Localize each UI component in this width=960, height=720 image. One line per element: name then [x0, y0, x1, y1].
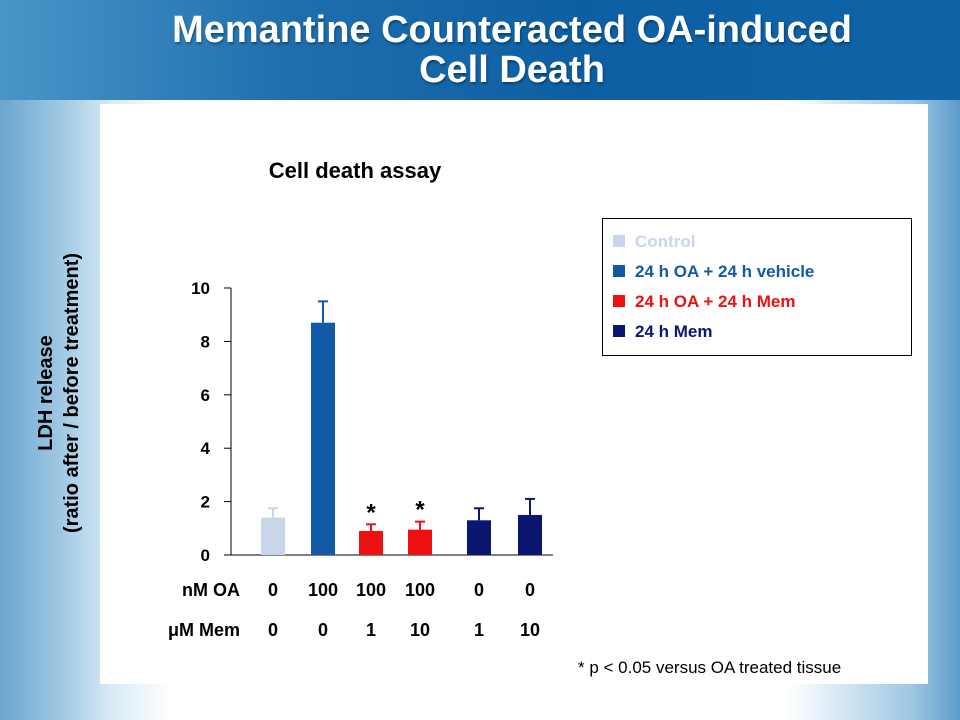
x-row-value: 0	[268, 620, 278, 640]
significance-mark: *	[366, 499, 376, 526]
bar	[408, 529, 432, 555]
x-row-value: 1	[366, 620, 376, 640]
x-row-value: 1	[474, 620, 484, 640]
slide-title: Memantine Counteracted OA-induced Cell D…	[0, 10, 960, 90]
y-tick-label: 10	[191, 279, 210, 298]
bar	[518, 514, 542, 555]
x-row-value: 0	[318, 620, 328, 640]
slide-title-line1: Memantine Counteracted OA-induced	[172, 9, 852, 51]
x-row-value: 0	[268, 580, 278, 600]
significance-footnote: * p < 0.05 versus OA treated tissue	[578, 658, 842, 677]
y-tick-label: 0	[201, 546, 210, 565]
x-row-value: 100	[308, 580, 338, 600]
x-row-value: 100	[356, 580, 386, 600]
legend-label: 24 h OA + 24 h vehicle	[635, 262, 815, 281]
legend-item-oa-vehicle: 24 h OA + 24 h vehicle	[613, 261, 814, 283]
x-row-value: 10	[410, 620, 430, 640]
y-axis-title: LDH release (ratio after / before treatme…	[35, 253, 83, 533]
y-axis-title-line1: LDH release	[35, 335, 57, 451]
legend-label: 24 h Mem	[635, 322, 713, 341]
legend-label: Control	[635, 232, 696, 251]
y-tick-label: 6	[201, 386, 210, 405]
legend-item-oa-mem: 24 h OA + 24 h Mem	[613, 291, 795, 313]
x-row-value: 0	[474, 580, 484, 600]
x-row-value: 100	[405, 580, 435, 600]
y-tick-label: 2	[201, 493, 210, 512]
legend-item-control: Control	[613, 231, 695, 253]
slide-title-line2: Cell Death	[419, 49, 605, 91]
chart-title: Cell death assay	[269, 158, 442, 183]
bar	[311, 322, 335, 555]
x-row-value: 10	[520, 620, 540, 640]
legend-swatch	[613, 324, 625, 337]
y-axis-title-line2: (ratio after / before treatment)	[61, 253, 83, 533]
legend-item-mem: 24 h Mem	[613, 321, 712, 343]
bar	[467, 520, 491, 555]
content-panel	[100, 104, 928, 684]
significance-mark: *	[415, 497, 425, 524]
y-tick-label: 8	[201, 332, 210, 351]
legend-swatch	[613, 294, 625, 307]
y-tick-label: 4	[201, 439, 211, 458]
bar	[261, 517, 285, 555]
x-row-label: μM Mem	[168, 620, 240, 640]
x-row-label: nM OA	[182, 580, 240, 600]
legend-swatch	[613, 264, 625, 277]
title-band	[0, 0, 960, 100]
x-row-value: 0	[525, 580, 535, 600]
legend-label: 24 h OA + 24 h Mem	[635, 292, 796, 311]
bar	[359, 530, 383, 555]
chart-legend: Control 24 h OA + 24 h vehicle 24 h OA +…	[602, 218, 912, 356]
legend-swatch	[613, 234, 625, 247]
